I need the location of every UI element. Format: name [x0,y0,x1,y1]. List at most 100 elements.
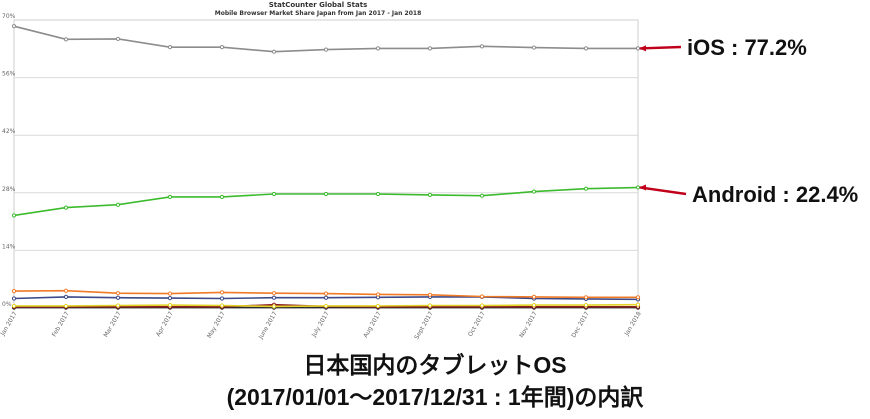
x-tick-label: Aug 2017 [362,310,383,339]
series-1-point [427,46,433,51]
series-4-point [167,296,173,301]
x-axis-ticks: Jan 2017 Feb 2017 Mar 2017 Apr 2017 May 2017… [0,310,643,341]
series-2-point [115,202,121,207]
series-4-point [63,294,69,299]
series-3-point [375,292,381,297]
x-tick-label: July 2017 [310,310,331,339]
callout-1: iOS : 77.2% [639,35,807,60]
x-tick-label: Dec 2017 [570,310,591,339]
callout-label: iOS : 77.2% [687,35,807,60]
series-5-point [531,303,537,308]
annotation-layer: iOS : 77.2% Android : 22.4% [639,35,858,207]
series-4-point [271,295,277,300]
series-4-point [323,295,329,300]
callout-arrowhead [639,45,646,52]
x-tick-label: Mar 2017 [102,310,122,338]
series-1-point [479,44,485,49]
series-1 [11,24,641,54]
series-5-point [115,303,121,308]
callout-label: Android : 22.4% [692,182,858,207]
callout-2: Android : 22.4% [639,182,858,207]
y-tick-label: 42% [2,128,16,135]
series-3-point [635,295,641,300]
series-3-point [115,291,121,296]
series-3-point [531,294,537,299]
series-3-point [583,295,589,300]
grid-lines [13,19,639,309]
series-5-point [167,303,173,308]
x-tick-label: Nov 2017 [518,310,539,339]
series-3-point [427,292,433,297]
series-3-point [167,291,173,296]
series-5-point [479,303,485,308]
series-4-point [219,296,225,301]
series-2-point [479,193,485,198]
series-2-point [63,205,69,210]
series-3-point [219,290,225,295]
series-2-point [323,191,329,197]
series-5-point [427,303,433,308]
series-5 [11,302,641,309]
series-5-point [63,303,69,309]
series-3-point [63,288,69,293]
series-1-point [271,49,277,54]
series-3-point [11,289,17,294]
x-tick-label: Feb 2017 [51,310,71,338]
series-5-point [271,304,277,309]
y-axis-ticks: 0% 14% 28% 42% 56% 70% [2,13,16,308]
series-2-point [11,213,17,218]
x-tick-label: Jan 2018 [623,310,643,337]
series-2-point [219,194,225,200]
series-2-line [13,186,639,217]
x-tick-label: May 2017 [206,310,227,339]
series-2 [11,185,641,218]
y-tick-label: 14% [2,243,16,250]
x-tick-label: Oct 2017 [467,310,487,338]
chart-title: StatCounter Global Stats [269,1,368,9]
series-1-point [167,45,173,50]
series-4-point [11,296,17,301]
y-tick-label: 56% [2,71,16,78]
series-2-point [375,191,381,197]
series-5-point [635,302,641,307]
x-tick-label: Jan 2017 [0,310,19,337]
caption-line-1: 日本国内のタブレットOS [303,352,567,378]
series-5-point [219,303,225,308]
series-5-point [375,303,381,309]
series-3 [11,288,641,300]
series-layer [11,24,641,310]
series-2-point [531,189,537,194]
x-tick-label: June 2017 [257,310,279,341]
series-1-point [323,47,329,52]
series-5-point [323,303,329,309]
series-1-point [219,45,225,50]
series-1-point [63,37,69,42]
series-1-point [11,24,17,29]
x-tick-label: Apr 2017 [155,310,175,338]
series-2-point [271,191,277,197]
plot-frame [13,19,639,309]
series-4 [11,294,641,302]
series-4-point [115,295,121,300]
y-tick-label: 70% [2,13,16,20]
y-tick-label: 0% [2,301,12,308]
series-5-point [11,303,17,309]
series-3-point [271,291,277,296]
y-tick-label: 28% [2,186,16,193]
x-tick-label: Sept 2017 [413,310,435,340]
series-1-point [115,36,121,42]
series-2-point [583,186,589,191]
callout-arrow [639,186,687,196]
series-2-point [427,192,433,197]
callout-arrowhead [639,184,646,191]
series-2-point [167,194,173,200]
series-3-point [479,294,485,299]
chart-subtitle: Mobile Browser Market Share Japan from J… [215,10,422,17]
series-1-point [375,46,381,51]
caption-line-2: (2017/01/01〜2017/12/31 : 1年間)の内訳 [226,384,644,410]
callout-arrow [639,45,682,50]
series-1-point [531,45,537,50]
series-3-point [323,291,329,296]
series-5-point [583,303,589,308]
